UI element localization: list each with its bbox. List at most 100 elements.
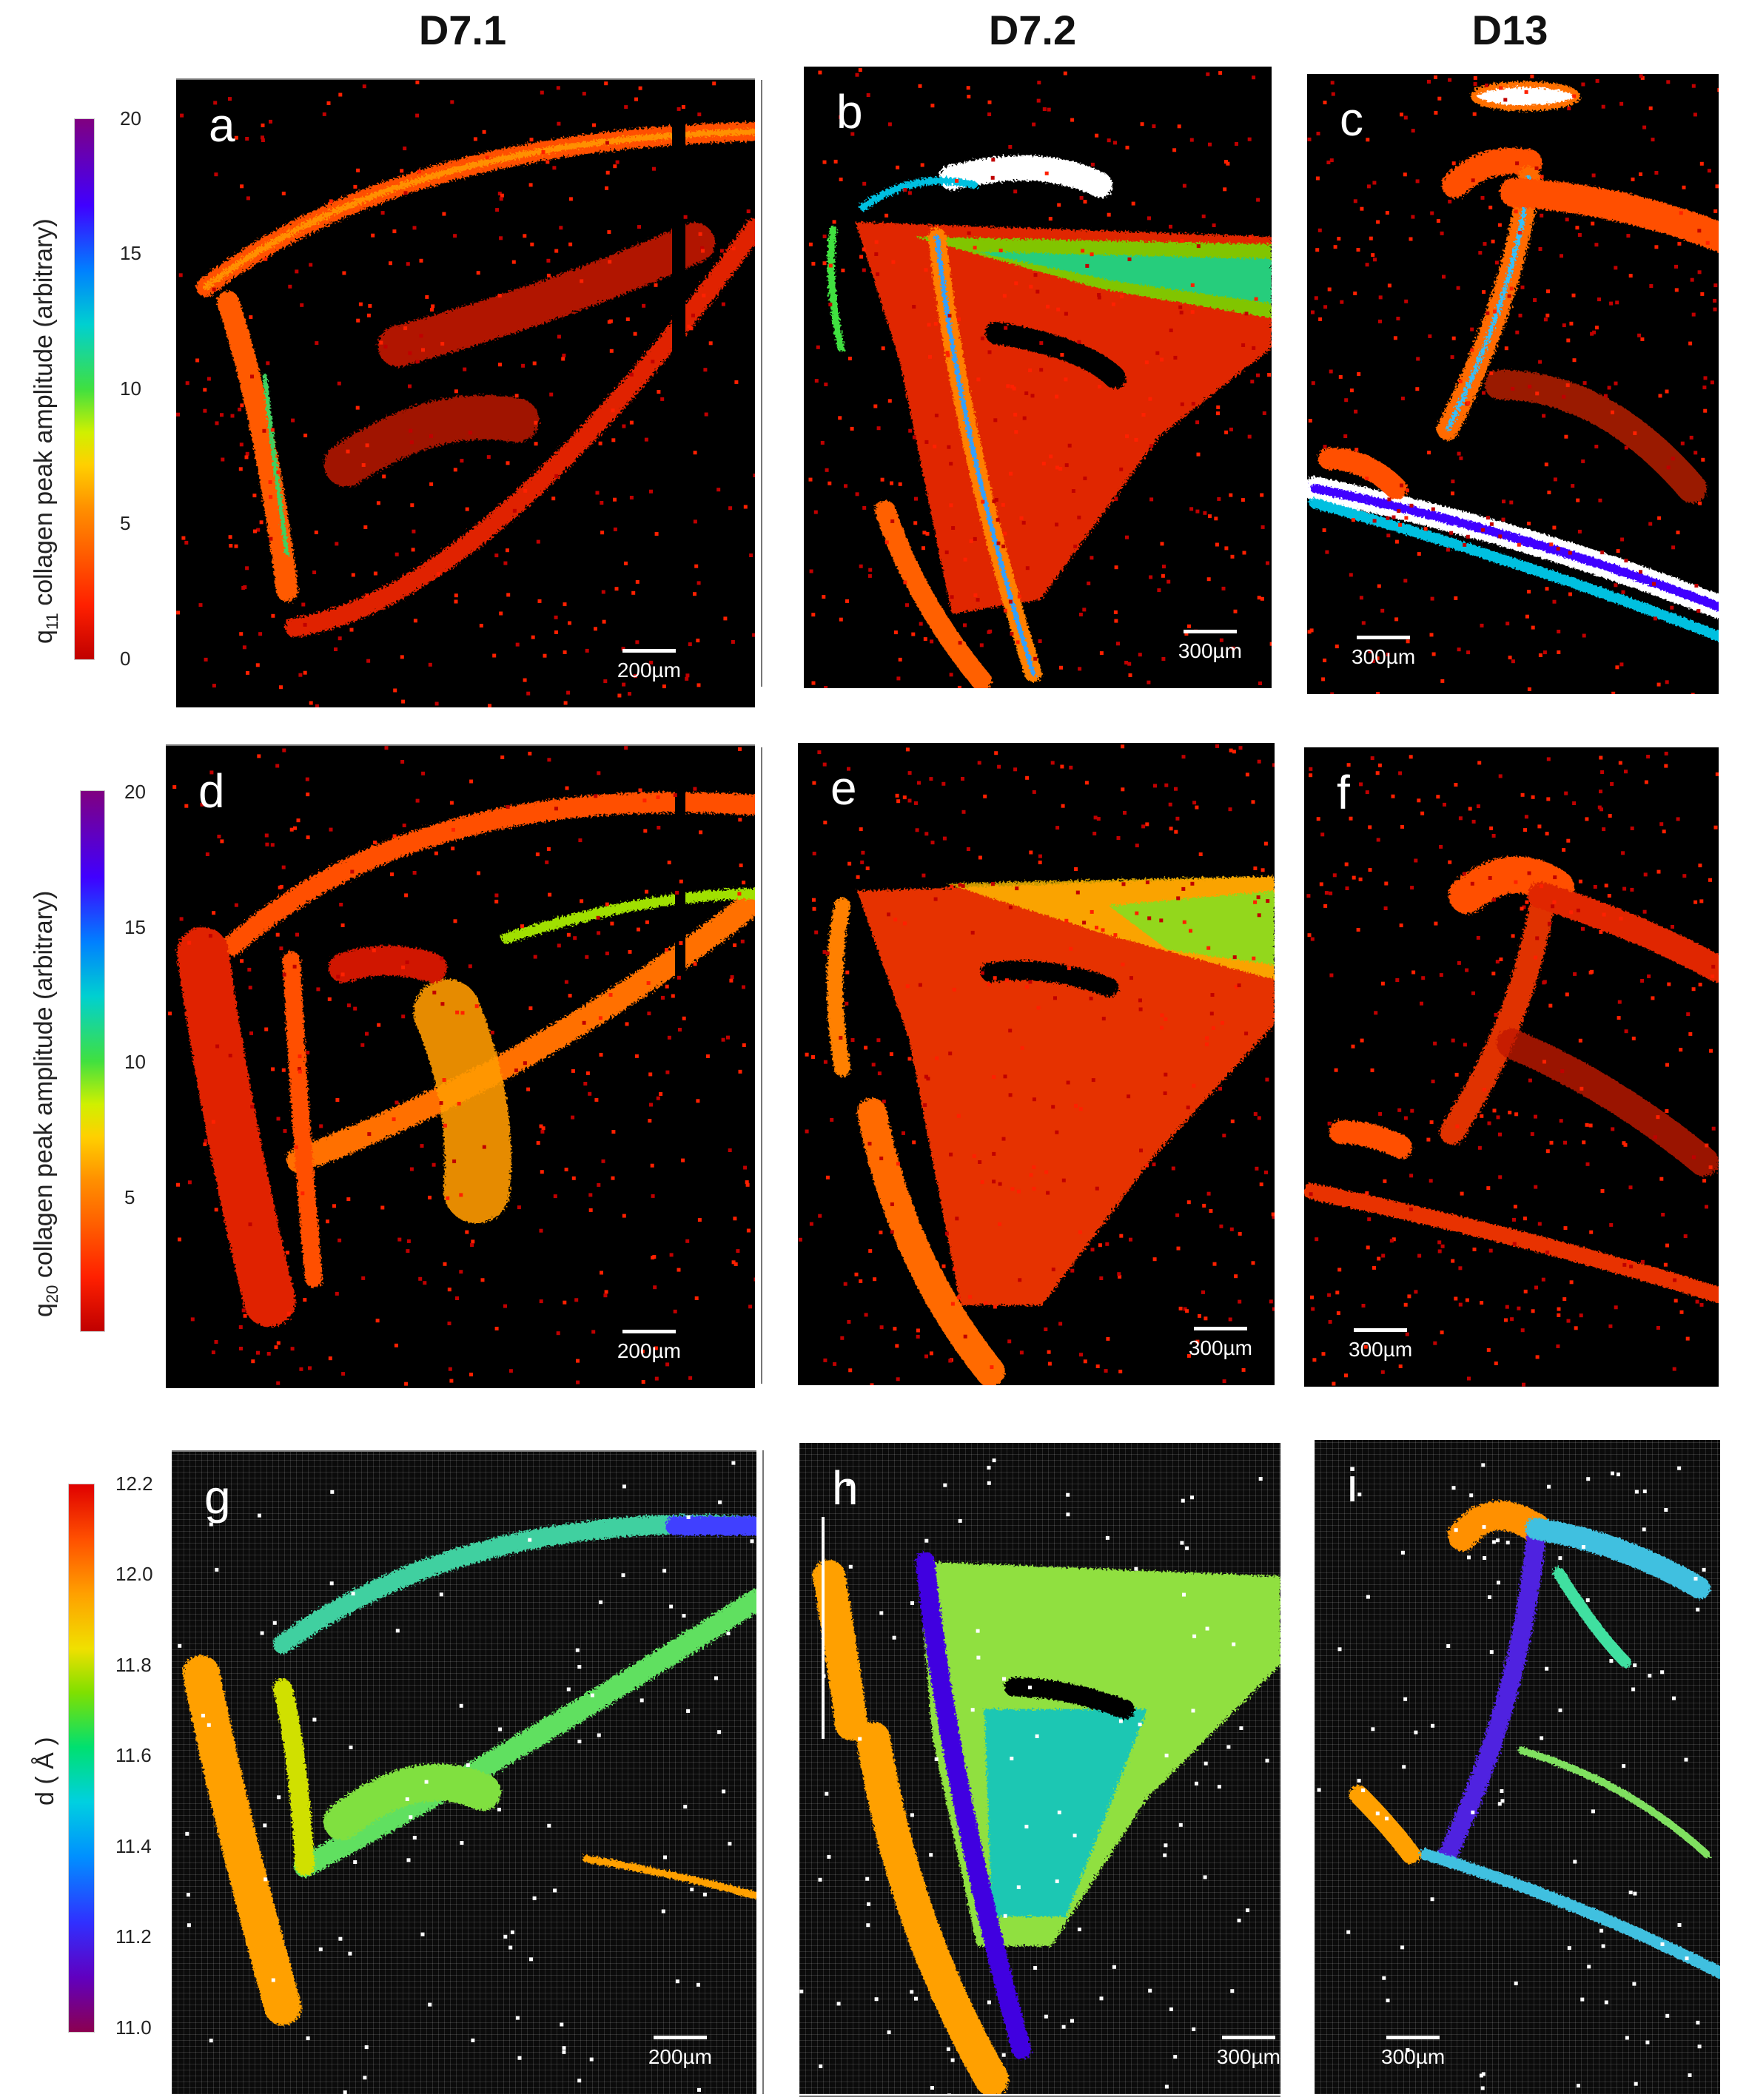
speckle	[1180, 239, 1184, 243]
speckle	[1540, 1736, 1544, 1740]
speckle	[1169, 2007, 1173, 2011]
scale-bar-label: 200µm	[617, 1339, 681, 1362]
speckle	[924, 1074, 928, 1079]
speckle	[213, 101, 218, 105]
speckle	[1013, 412, 1018, 417]
speckle	[498, 1727, 503, 1732]
speckle	[605, 902, 609, 906]
speckle	[847, 861, 852, 866]
speckle	[1140, 122, 1144, 127]
speckle	[1497, 223, 1502, 227]
speckle	[952, 1267, 956, 1271]
speckle	[1366, 184, 1371, 189]
speckle	[1545, 832, 1549, 836]
speckle	[553, 1888, 557, 1893]
speckle	[1266, 899, 1270, 903]
speckle	[961, 810, 966, 814]
speckle	[409, 428, 413, 433]
speckle	[1357, 1778, 1361, 1783]
speckle	[1116, 642, 1120, 646]
speckle	[295, 269, 299, 274]
speckle	[1312, 1358, 1317, 1362]
speckle	[1331, 92, 1335, 96]
speckle	[622, 424, 626, 428]
speckle	[364, 2045, 369, 2050]
speckle	[539, 1124, 543, 1128]
speckle	[1152, 1162, 1156, 1167]
speckle	[812, 906, 816, 911]
speckle	[1611, 1127, 1615, 1131]
speckle	[506, 548, 509, 553]
speckle	[415, 798, 420, 803]
speckle	[605, 952, 609, 955]
speckle	[1134, 1566, 1138, 1571]
speckle	[439, 1101, 443, 1105]
speckle	[428, 1195, 432, 1199]
speckle	[348, 1951, 352, 1956]
column-title-d7-1: D7.1	[418, 6, 507, 53]
speckle	[1467, 1376, 1471, 1381]
speckle	[949, 462, 953, 466]
speckle	[1514, 880, 1518, 884]
scale-bar-label: 300µm	[1216, 2045, 1280, 2068]
speckle	[634, 97, 638, 101]
speckle	[1250, 380, 1255, 384]
speckle	[1409, 503, 1414, 508]
speckle	[1368, 649, 1372, 653]
speckle	[1518, 313, 1523, 317]
speckle	[428, 2002, 432, 2007]
speckle	[454, 599, 458, 604]
speckle	[1177, 124, 1181, 129]
speckle	[890, 519, 895, 523]
speckle	[408, 384, 412, 388]
speckle	[667, 1035, 671, 1040]
speckle	[625, 317, 630, 321]
speckle	[276, 470, 281, 474]
speckle	[1329, 973, 1334, 977]
speckle	[257, 754, 261, 758]
speckle	[1046, 304, 1050, 309]
speckle	[1375, 771, 1380, 775]
speckle	[168, 1012, 172, 1016]
speckle	[1212, 1262, 1217, 1266]
speckle	[1182, 920, 1186, 924]
speckle	[1711, 964, 1716, 969]
speckle	[866, 1923, 870, 1928]
speckle	[1055, 522, 1058, 527]
speckle	[914, 497, 918, 501]
speckle	[1310, 937, 1315, 941]
speckle	[1457, 451, 1461, 456]
speckle	[958, 641, 962, 645]
speckle	[597, 931, 601, 935]
speckle	[1254, 297, 1258, 301]
speckle	[1224, 546, 1229, 551]
speckle	[1016, 640, 1020, 645]
speckle	[830, 1117, 834, 1122]
speckle	[1420, 1001, 1423, 1006]
speckle	[256, 528, 261, 532]
speckle	[1306, 894, 1311, 898]
speckle	[392, 229, 397, 234]
speckle	[721, 1037, 725, 1042]
speckle	[1609, 1659, 1614, 1663]
speckle	[1232, 1642, 1236, 1646]
speckle	[1531, 1309, 1535, 1313]
speckle	[902, 795, 907, 800]
speckle	[1219, 1224, 1223, 1228]
speckle	[346, 1003, 351, 1008]
speckle	[1066, 1512, 1070, 1517]
speckle	[1713, 825, 1718, 829]
speckle	[1542, 650, 1547, 655]
speckle	[822, 762, 827, 767]
speckle	[820, 440, 825, 445]
speckle	[1010, 1757, 1014, 1760]
speckle	[1538, 653, 1542, 657]
speckle	[209, 770, 214, 775]
speckle	[1410, 1108, 1414, 1113]
panel-letter-f: f	[1337, 766, 1350, 819]
speckle	[1701, 457, 1705, 462]
speckle	[896, 799, 901, 804]
speckle	[1016, 1885, 1021, 1889]
speckle	[908, 428, 913, 433]
speckle	[1149, 497, 1154, 502]
